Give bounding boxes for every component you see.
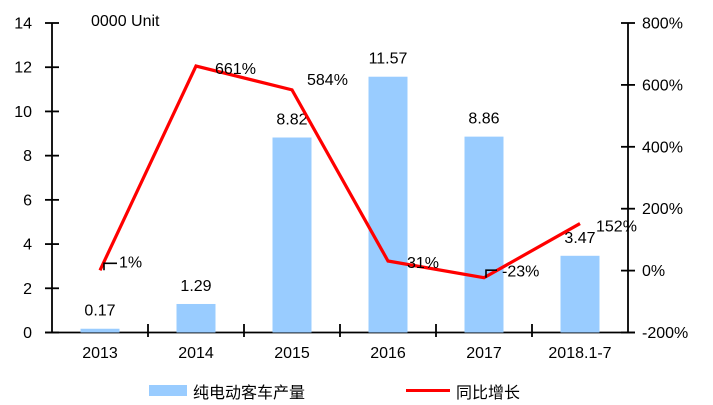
- line-value-label: -23%: [502, 264, 539, 281]
- left-axis-tick-label: 14: [14, 16, 32, 33]
- x-axis-label: 2013: [82, 345, 118, 362]
- bar: [272, 137, 312, 333]
- x-axis-label: 2014: [178, 345, 214, 362]
- bar: [560, 255, 600, 333]
- left-axis-tick-label: 0: [23, 325, 32, 342]
- legend-line-swatch-icon: [406, 389, 450, 392]
- bar: [80, 328, 120, 333]
- bar-value-label: 11.57: [369, 51, 408, 68]
- legend-item-production: 纯电动客车产量: [149, 381, 306, 402]
- bar: [368, 76, 408, 333]
- label-leader-line: [485, 269, 497, 278]
- right-axis-tick-label: 600%: [642, 77, 683, 94]
- left-axis-tick-label: 8: [23, 148, 32, 165]
- bar-value-label: 1.29: [180, 278, 211, 295]
- right-axis-tick-label: 800%: [642, 16, 683, 33]
- left-axis-tick-label: 12: [14, 60, 32, 77]
- left-axis-tick-label: 2: [23, 281, 32, 298]
- legend-bar-swatch-icon: [149, 385, 187, 396]
- right-axis-tick-label: 0%: [642, 263, 665, 280]
- line-value-label: 152%: [596, 219, 637, 236]
- x-axis-label: 2018.1-7: [548, 345, 611, 362]
- growth-line: [98, 64, 581, 280]
- x-axis-label: 2017: [466, 345, 502, 362]
- bar-value-label: 8.82: [276, 112, 307, 129]
- left-axis-tick-label: 10: [14, 104, 32, 121]
- bar-value-label: 8.86: [468, 111, 499, 128]
- right-axis-tick-label: 400%: [642, 139, 683, 156]
- left-axis-tick-label: 6: [23, 192, 32, 209]
- line-value-label: 661%: [215, 61, 256, 78]
- bar-value-label: 0.17: [84, 303, 115, 320]
- legend-label-production: 纯电动客车产量: [193, 384, 306, 402]
- bar-value-label: 3.47: [564, 230, 595, 247]
- label-leader-line: [103, 262, 117, 271]
- right-axis-tick-label: -200%: [642, 325, 688, 342]
- legend-item-growth: 同比增长: [406, 381, 521, 402]
- bar: [176, 303, 216, 333]
- legend-label-growth: 同比增长: [456, 384, 521, 402]
- line-value-label: 584%: [307, 72, 348, 89]
- x-axis-label: 2015: [274, 345, 310, 362]
- line-value-label: 31%: [407, 255, 439, 272]
- right-axis-tick-label: 200%: [642, 201, 683, 218]
- left-axis-tick-label: 4: [23, 237, 32, 254]
- line-value-label: 1%: [119, 254, 142, 271]
- left-axis-title: 0000 Unit: [91, 13, 160, 30]
- bar: [464, 136, 504, 333]
- x-axis-label: 2016: [370, 345, 406, 362]
